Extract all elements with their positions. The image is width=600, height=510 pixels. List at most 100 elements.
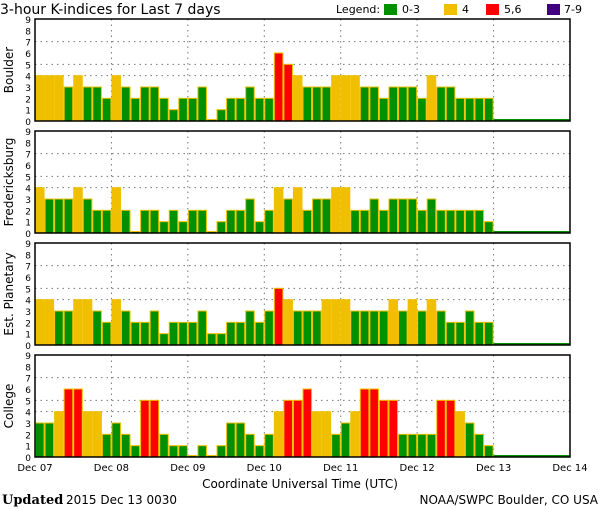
y-tick-label: 7 [25,151,31,161]
y-tick-label: 1 [25,107,31,117]
k-index-bar [445,86,456,122]
k-index-bar [54,310,64,346]
k-index-bar [283,399,293,458]
legend-label-active: 4 [462,3,469,16]
k-index-bar [484,221,494,234]
y-tick-label: 5 [25,285,31,295]
y-tick-label: 0 [25,118,31,128]
k-index-bar [292,310,303,346]
k-index-bar [417,97,427,122]
y-tick-label: 1 [25,219,31,229]
y-tick-label: 3 [25,420,31,430]
k-index-bar [120,86,131,122]
k-index-bar [140,399,150,458]
k-index-bar [168,209,179,234]
k-index-bar [292,187,303,234]
k-index-bar [197,209,207,234]
k-index-bar [159,433,169,458]
k-index-bar [159,221,169,234]
legend-swatch-quiet [384,4,397,15]
k-index-bar [35,422,45,458]
k-index-bar [149,209,160,234]
k-index-bar [474,97,485,122]
source-credit: NOAA/SWPC Boulder, CO USA [420,493,599,507]
k-index-bar [235,422,246,458]
k-index-bar [464,422,475,458]
k-index-bar [331,75,341,122]
k-index-bar [436,399,446,458]
k-index-bar [369,310,379,346]
k-index-bar [321,198,332,234]
y-tick-label: 0 [25,342,31,352]
k-index-bar [283,299,293,346]
k-index-bar [378,209,389,234]
k-index-bar [388,399,399,458]
k-index-bar [312,198,322,234]
k-index-bar [44,299,55,346]
x-tick-label: Dec 14 [552,463,587,474]
k-index-bar [474,433,485,458]
y-tick-label: 2 [25,95,31,105]
k-index-bar [445,321,456,346]
k-index-bar [168,109,179,122]
k-index-bar [216,221,227,234]
k-index-bar [445,209,456,234]
y-tick-label: 8 [25,251,31,261]
k-index-bar [302,86,313,122]
k-index-bar [331,433,341,458]
k-index-bar [111,299,121,346]
k-index-bar [292,399,303,458]
k-index-bar [120,310,131,346]
k-index-bar [197,86,207,122]
k-index-bar [73,299,83,346]
k-index-bar [359,310,370,346]
k-index-bar [101,433,112,458]
k-index-bar [159,97,169,122]
k-index-bar [92,209,102,234]
k-index-bar [35,299,45,346]
k-index-bar [245,198,255,234]
k-index-bar [82,198,93,234]
y-tick-label: 6 [25,50,31,60]
k-index-bar [455,97,465,122]
k-index-bar [407,433,418,458]
legend-title: Legend: [336,3,380,16]
y-tick-label: 5 [25,61,31,71]
k-index-bar [359,388,370,458]
k-index-bar [426,299,437,346]
k-index-bar [302,388,313,458]
k-index-bar [245,310,255,346]
k-index-bar [388,86,399,122]
k-index-bar [350,310,360,346]
panel-frame [34,242,571,346]
k-index-bar [63,198,74,234]
panel-boulder: 01 234 567 89 Boulder [2,16,571,128]
x-tick-label: Dec 11 [323,463,358,474]
k-index-bar [82,86,93,122]
k-index-bar [464,310,475,346]
k-index-bar [73,187,83,234]
k-index-bar [197,445,207,458]
k-index-bar [273,187,284,234]
k-index-bar [226,422,236,458]
k-index-bar [369,198,379,234]
y-tick-label: 5 [25,397,31,407]
k-index-bar [235,321,246,346]
k-index-bar [464,97,475,122]
y-tick-label: 2 [25,431,31,441]
k-index-bar [340,422,351,458]
station-label: College [2,384,16,429]
k-index-bar [321,86,332,122]
k-index-bar [111,187,121,234]
k-index-bar [445,399,456,458]
k-index-bar [35,187,45,234]
k-index-bar [436,209,446,234]
x-tick-label: Dec 12 [400,463,435,474]
y-tick-label: 1 [25,331,31,341]
y-tick-label: 4 [25,297,31,307]
k-index-bar [130,97,141,122]
k-index-bar [245,433,255,458]
k-index-bar [197,310,207,346]
k-index-bar [417,209,427,234]
k-index-bar [474,321,485,346]
